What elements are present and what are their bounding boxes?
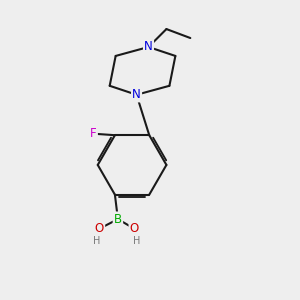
Text: O: O: [95, 222, 104, 235]
Text: H: H: [133, 236, 140, 246]
Text: F: F: [90, 127, 97, 140]
Text: O: O: [130, 222, 139, 235]
Text: H: H: [93, 236, 101, 246]
Text: B: B: [114, 213, 122, 226]
Text: N: N: [132, 88, 141, 101]
Text: N: N: [144, 40, 153, 53]
